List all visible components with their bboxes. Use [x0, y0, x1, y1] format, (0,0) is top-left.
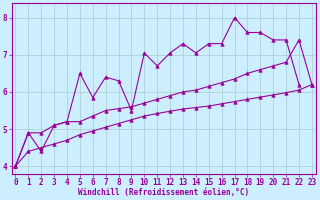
X-axis label: Windchill (Refroidissement éolien,°C): Windchill (Refroidissement éolien,°C): [78, 188, 249, 197]
